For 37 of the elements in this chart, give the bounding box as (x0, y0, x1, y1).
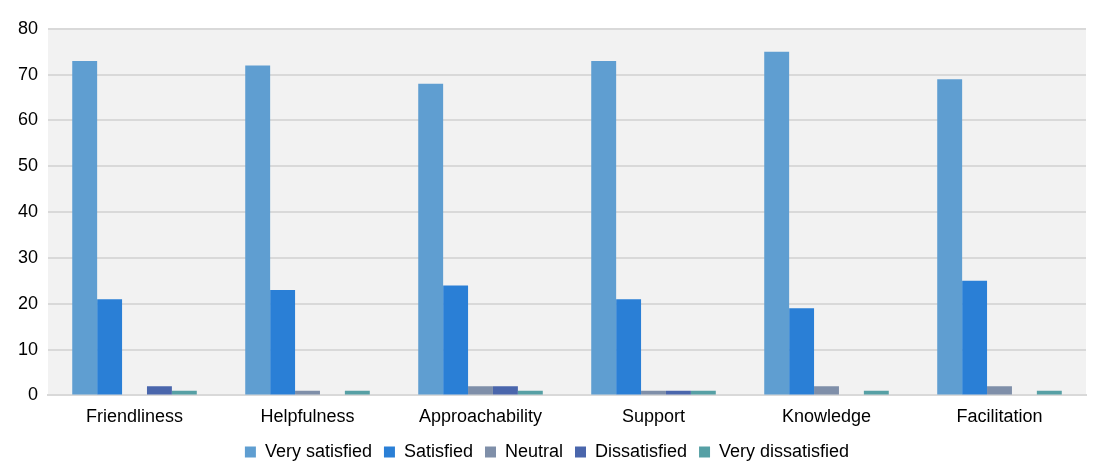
x-tick-label: Approachability (418, 406, 543, 427)
bar (245, 65, 271, 395)
bar (616, 299, 642, 395)
y-tick-label: 60 (17, 109, 39, 130)
legend-label: Very dissatisfied (719, 440, 850, 461)
y-tick-label: 40 (17, 201, 39, 222)
bar (418, 83, 444, 395)
legend-label: Dissatisfied (595, 440, 688, 461)
y-tick-label: 30 (17, 246, 39, 267)
x-tick-label: Support (621, 406, 686, 427)
y-tick-label: 20 (17, 292, 39, 313)
bar (443, 285, 469, 395)
bar (468, 386, 493, 395)
x-tick-label: Helpfulness (260, 406, 355, 427)
bar (146, 386, 172, 395)
bar (270, 290, 296, 395)
x-tick-label: Knowledge (781, 406, 872, 427)
y-tick-label: 10 (17, 338, 39, 359)
bar (962, 280, 988, 395)
bar (814, 386, 839, 395)
bar (937, 79, 963, 395)
y-tick-label: 50 (17, 155, 39, 176)
legend-label: Very satisfied (264, 440, 372, 461)
bar (591, 60, 617, 395)
y-tick-label: 70 (17, 63, 39, 84)
x-tick-label: Facilitation (956, 406, 1043, 427)
bar (97, 299, 123, 395)
legend-label: Neutral (504, 440, 564, 461)
y-tick-label: 80 (17, 17, 39, 38)
legend-label: Satisfied (403, 440, 473, 461)
y-tick-label: 0 (28, 384, 39, 405)
bar (764, 51, 790, 395)
bar (987, 386, 1012, 395)
bar (72, 60, 98, 395)
bar (789, 308, 815, 395)
x-tick-label: Friendliness (86, 406, 184, 427)
bar (492, 386, 518, 395)
